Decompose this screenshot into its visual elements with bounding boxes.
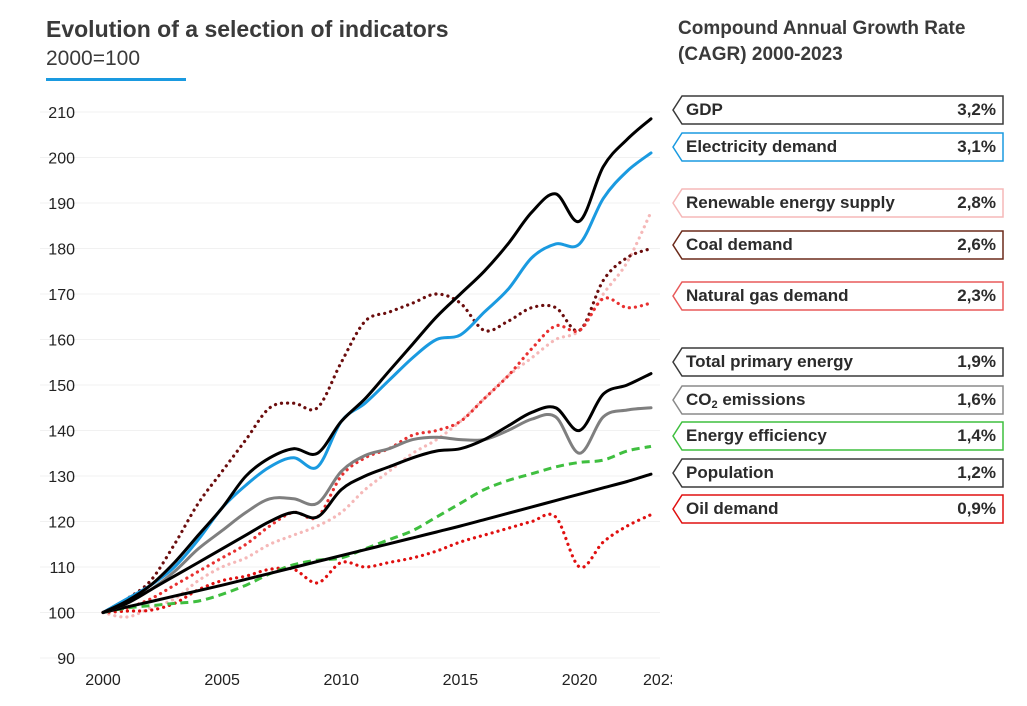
legend-label-text: Coal demand — [686, 235, 793, 254]
legend-item: Energy efficiency 1,4% — [672, 421, 1004, 451]
legend-arrow-box — [672, 494, 1004, 524]
legend-label: Oil demand — [686, 494, 779, 524]
legend-item: GDP 3,2% — [672, 95, 1004, 125]
legend-item: Natural gas demand 2,3% — [672, 281, 1004, 311]
y-tick-label: 130 — [48, 469, 75, 486]
y-tick-label: 160 — [48, 333, 75, 350]
legend-arrow-box — [672, 385, 1004, 415]
series-line-total-primary-energy — [101, 372, 653, 614]
x-axis: 2000 2005 2010 2015 2020 2023e — [85, 672, 672, 689]
legend-arrow-box — [672, 230, 1004, 260]
legend-arrow-box — [672, 458, 1004, 488]
legend-cagr-value: 2,6% — [957, 235, 996, 254]
x-tick-label: 2010 — [323, 672, 359, 689]
y-tick-label: 170 — [48, 287, 75, 304]
x-tick-label: 2005 — [204, 672, 240, 689]
series-line-electricity-demand — [101, 151, 653, 614]
legend-box-outline — [672, 458, 1004, 488]
legend-label-text: CO — [686, 390, 712, 409]
y-tick-label: 120 — [48, 515, 75, 532]
series-lines — [101, 117, 653, 619]
y-tick-label: 90 — [57, 651, 75, 668]
legend-cagr-value: 3,1% — [957, 137, 996, 156]
legend-label-subscript: 2 — [711, 399, 718, 411]
legend-label: Electricity demand — [686, 132, 837, 162]
y-axis: 210 200 190 180 170 160 150 140 130 120 110 100 90 — [48, 105, 75, 668]
chart-subtitle: 2000=100 — [46, 47, 141, 70]
y-tick-label: 140 — [48, 424, 75, 441]
y-tick-label: 180 — [48, 242, 75, 259]
y-tick-label: 200 — [48, 151, 75, 168]
legend-label-text: Oil demand — [686, 499, 779, 518]
gridlines — [40, 111, 660, 659]
series-line-energy-efficiency — [102, 444, 652, 614]
legend-label-rest: emissions — [717, 390, 806, 409]
y-tick-label: 190 — [48, 196, 75, 213]
legend-arrow-box — [672, 421, 1004, 451]
legend-label-text: Total primary energy — [686, 352, 853, 371]
legend-arrow-box — [672, 132, 1004, 162]
legend-cagr-value: 0,9% — [957, 499, 996, 518]
chart-title: Evolution of a selection of indicators — [46, 16, 449, 42]
series-line-co2-emissions — [101, 406, 653, 614]
legend-label: GDP — [686, 95, 723, 125]
legend-label: Energy efficiency — [686, 421, 827, 451]
legend-item: Electricity demand 3,1% — [672, 132, 1004, 162]
legend-item: Renewable energy supply 2,8% — [672, 188, 1004, 218]
legend-box-outline — [672, 385, 1004, 415]
series-line-population — [101, 472, 653, 614]
legend-cagr-value: 2,3% — [957, 286, 996, 305]
legend-label: Total primary energy — [686, 347, 853, 377]
legend-item: Oil demand 0,9% — [672, 494, 1004, 524]
legend-cagr-value: 1,6% — [957, 390, 996, 409]
legend-arrow-box — [672, 95, 1004, 125]
y-tick-label: 100 — [48, 606, 75, 623]
legend-label: CO2 emissions — [686, 385, 806, 415]
x-tick-label: 2020 — [562, 672, 598, 689]
legend-arrow-box — [672, 188, 1004, 218]
subtitle-underline — [46, 78, 186, 81]
legend-item: Population 1,2% — [672, 458, 1004, 488]
legend-label: Natural gas demand — [686, 281, 849, 311]
legend-item: CO2 emissions 1,6% — [672, 385, 1004, 415]
line-chart: 210 200 190 180 170 160 150 140 130 120 110 100 90 2… — [40, 105, 672, 689]
x-tick-label: 2023e — [643, 672, 672, 689]
legend-label: Renewable energy supply — [686, 188, 895, 218]
legend-label-text: GDP — [686, 100, 723, 119]
legend-box-outline — [672, 230, 1004, 260]
legend-arrow-box — [672, 281, 1004, 311]
legend-box-outline — [672, 132, 1004, 162]
legend-title: Compound Annual Growth Rate (CAGR) 2000-… — [678, 18, 966, 65]
legend-cagr-value: 2,8% — [957, 193, 996, 212]
legend-cagr-value: 1,2% — [957, 463, 996, 482]
legend-box-outline — [672, 347, 1004, 377]
legend-cagr-value: 1,9% — [957, 352, 996, 371]
x-tick-label: 2000 — [85, 672, 121, 689]
legend-box-outline — [672, 281, 1004, 311]
legend-box-outline — [672, 494, 1004, 524]
legend-arrow-box — [672, 347, 1004, 377]
legend-box-outline — [672, 421, 1004, 451]
legend-item: Total primary energy 1,9% — [672, 347, 1004, 377]
legend-label: Coal demand — [686, 230, 793, 260]
legend-label-text: Electricity demand — [686, 137, 838, 156]
legend-label: Population — [686, 458, 774, 488]
x-tick-label: 2015 — [443, 672, 479, 689]
series-line-gdp — [101, 117, 653, 614]
legend-item: Coal demand 2,6% — [672, 230, 1004, 260]
series-line-renewable-energy-supply — [101, 210, 653, 619]
legend-box-outline — [672, 188, 1004, 218]
series-line-natural-gas-demand — [101, 296, 653, 615]
y-tick-label: 110 — [49, 560, 75, 577]
legend-label-text: Population — [686, 463, 774, 482]
legend-label-text: Energy efficiency — [686, 426, 827, 445]
legend-box-outline — [672, 95, 1004, 125]
legend-cagr-value: 3,2% — [957, 100, 996, 119]
legend-label-text: Natural gas demand — [686, 286, 849, 305]
legend-label-text: Renewable energy supply — [686, 193, 895, 212]
y-tick-label: 210 — [48, 105, 75, 122]
y-tick-label: 150 — [48, 378, 75, 395]
legend-cagr-value: 1,4% — [957, 426, 996, 445]
